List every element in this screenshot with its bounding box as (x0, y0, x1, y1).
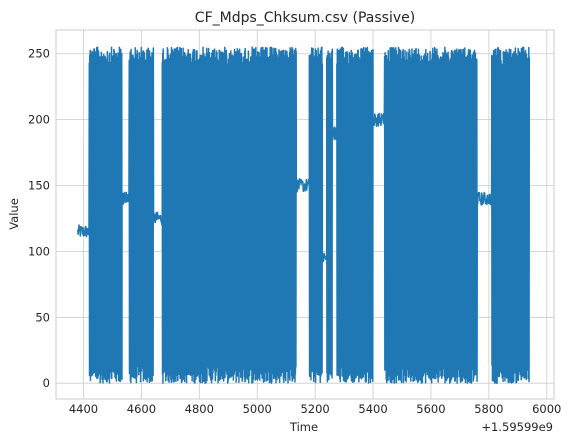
axes-frame (55, 29, 555, 400)
chart-title: CF_Mdps_Chksum.csv (Passive) (195, 10, 415, 26)
y-tick-label: 100 (28, 244, 50, 258)
axes-border (55, 29, 555, 400)
x-tick-label: 5400 (358, 402, 387, 416)
data-series (76, 46, 531, 384)
x-tick-label: 5800 (474, 402, 503, 416)
series-line (76, 46, 531, 384)
x-tick-label: 5200 (300, 402, 329, 416)
x-tick-labels: 4400 4600 4800 5000 5200 5400 5600 5800 6000 (69, 402, 562, 416)
y-tick-label: 50 (35, 310, 50, 324)
x-tick-label: 5600 (416, 402, 445, 416)
y-tick-label: 250 (28, 47, 50, 61)
x-tick-label: 6000 (532, 402, 561, 416)
x-tick-label: 5000 (243, 402, 272, 416)
y-tick-labels: 0 50 100 150 200 250 (28, 47, 50, 390)
x-tick-label: 4400 (69, 402, 98, 416)
y-tick-label: 200 (28, 113, 50, 127)
y-axis-label: Value (7, 198, 21, 230)
y-tick-label: 0 (43, 376, 50, 390)
x-offset-label: +1.59599e9 (481, 420, 553, 434)
x-tick-label: 4800 (185, 402, 214, 416)
y-tick-label: 150 (28, 179, 50, 193)
x-axis-label: Time (289, 420, 318, 434)
x-tick-label: 4600 (127, 402, 156, 416)
